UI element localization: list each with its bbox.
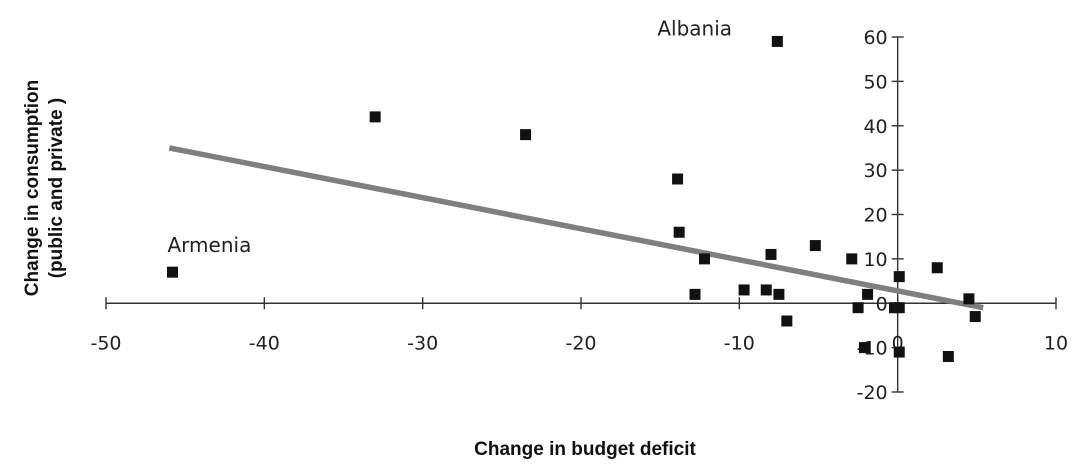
data-point xyxy=(862,288,874,300)
data-point xyxy=(969,311,981,323)
x-tick-label: -20 xyxy=(565,332,596,354)
data-point xyxy=(942,351,954,362)
y-tick-label: 50 xyxy=(863,71,887,93)
x-tick-label: 10 xyxy=(1044,332,1068,354)
data-point xyxy=(893,302,905,314)
y-tick-label: 60 xyxy=(863,27,887,49)
y-tick-label: 20 xyxy=(863,205,887,227)
data-point xyxy=(520,129,532,141)
y-axis-title: Change in consumption (public and privat… xyxy=(22,80,67,296)
y-tick-label: -20 xyxy=(857,382,888,404)
data-point xyxy=(765,248,777,260)
data-point xyxy=(673,226,685,238)
y-tick-label: 0 xyxy=(876,293,888,315)
trend-line xyxy=(168,145,984,311)
y-axis-title-line-1: Change in consumption xyxy=(22,80,43,296)
x-tick-label: -50 xyxy=(90,332,121,354)
x-tick-label: -10 xyxy=(724,332,755,354)
data-point xyxy=(852,302,864,314)
data-point xyxy=(672,173,684,185)
data-point xyxy=(846,253,858,265)
data-point xyxy=(931,262,943,274)
data-point xyxy=(858,342,870,354)
annotation-label: Albania xyxy=(657,16,732,40)
data-point xyxy=(167,266,178,278)
data-point xyxy=(893,346,905,358)
y-tick-label: 10 xyxy=(863,249,887,271)
plot-area: -50 -40 -30 -20 -10 0 10-20-100102030405060Alb… xyxy=(90,16,1068,404)
data-point xyxy=(771,35,783,47)
data-point xyxy=(689,288,701,300)
y-tick-label: 40 xyxy=(863,116,887,138)
y-tick-label: 30 xyxy=(863,160,887,182)
x-axis-title: Change in budget deficit xyxy=(474,439,696,460)
data-point xyxy=(760,284,772,296)
data-point xyxy=(699,253,710,265)
annotation-label: Armenia xyxy=(168,233,252,257)
data-point xyxy=(773,288,785,300)
data-point xyxy=(369,111,381,123)
x-tick-label: -40 xyxy=(249,332,280,354)
data-point xyxy=(893,271,905,283)
data-point xyxy=(809,240,821,252)
data-point xyxy=(738,284,750,296)
data-point xyxy=(963,293,975,305)
x-tick-label: -30 xyxy=(407,332,438,354)
data-point xyxy=(781,315,793,327)
y-axis-title-line-2: (public and private ) xyxy=(46,98,67,279)
